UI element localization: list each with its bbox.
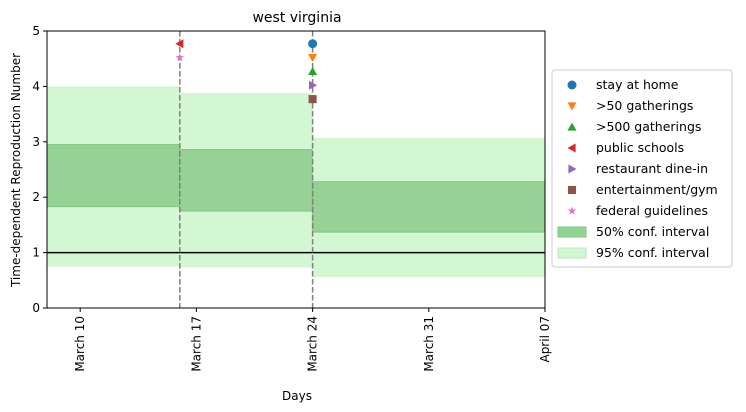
- event-marker-3: [175, 39, 184, 49]
- x-tick-label-3: March 31: [422, 316, 436, 372]
- event-marker-4: [309, 80, 318, 90]
- legend-marker-0: [567, 80, 577, 90]
- y-tick-label-1: 1: [32, 246, 40, 260]
- event-marker-2: [308, 66, 318, 76]
- legend-marker-2: [567, 122, 577, 131]
- x-tick-label-1: March 17: [189, 316, 203, 372]
- confidence-bands: [46, 86, 546, 277]
- legend-marker-3: [567, 143, 576, 153]
- y-tick-label-2: 2: [32, 190, 40, 204]
- legend-marker-6: [567, 206, 577, 215]
- event-marker-5: [308, 95, 317, 104]
- legend-label-4: restaurant dine-in: [596, 161, 708, 176]
- y-tick-label-3: 3: [32, 135, 40, 149]
- legend-interval-label-1: 95% conf. interval: [596, 245, 709, 260]
- legend-swatch-1: [557, 247, 587, 259]
- chart-title: west virginia: [252, 10, 341, 26]
- y-tick-label-5: 5: [32, 24, 40, 38]
- reference-lines: [47, 31, 545, 308]
- x-tick-label-4: April 07: [538, 316, 552, 363]
- legend-label-6: federal guidelines: [596, 203, 708, 218]
- legend-marker-4: [568, 164, 577, 174]
- ci50-band-0: [46, 144, 181, 208]
- ci50-band-1: [179, 149, 314, 212]
- y-tick-label-4: 4: [32, 79, 40, 93]
- legend-box: [551, 69, 733, 268]
- plot-frame: [46, 30, 546, 309]
- x-axis-label: Days: [282, 389, 312, 403]
- legend-swatch-0: [557, 226, 587, 238]
- x-axis-ticks: March 10 March 17 March 24 March 31 April 07: [73, 308, 552, 372]
- legend-label-1: >50 gatherings: [596, 98, 693, 113]
- legend: stay at home >50 gatherings >500 gathering…: [551, 69, 733, 268]
- legend-marker-5: [567, 185, 577, 195]
- legend-label-5: entertainment/gym: [596, 182, 718, 197]
- y-axis-ticks: 0 1 2 3 4 5: [32, 24, 47, 315]
- ci50-band-2: [312, 181, 546, 233]
- y-axis-label: Time-dependent Reproduction Number: [9, 53, 23, 288]
- legend-label-0: stay at home: [596, 77, 679, 92]
- event-marker-1: [308, 53, 318, 63]
- event-marker-0: [308, 39, 318, 49]
- event-marker-6: [175, 53, 185, 62]
- event-markers: [175, 39, 318, 104]
- x-tick-label-2: March 24: [306, 316, 320, 372]
- legend-label-2: >500 gatherings: [596, 119, 701, 134]
- legend-interval-label-0: 50% conf. interval: [596, 224, 709, 239]
- y-tick-label-0: 0: [32, 301, 40, 315]
- legend-marker-1: [567, 102, 577, 111]
- legend-label-3: public schools: [596, 140, 684, 155]
- x-tick-label-0: March 10: [73, 316, 87, 372]
